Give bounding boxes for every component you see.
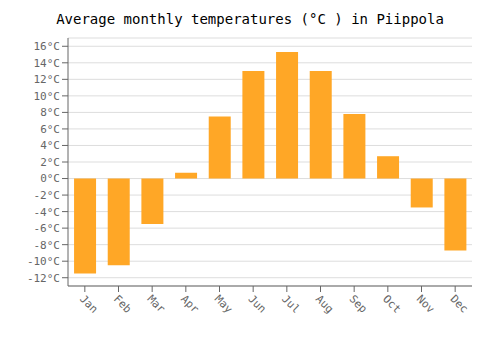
svg-text:May: May xyxy=(212,292,236,316)
svg-text:6°C: 6°C xyxy=(40,123,60,136)
svg-text:-2°C: -2°C xyxy=(34,189,61,202)
svg-text:Oct: Oct xyxy=(380,292,403,315)
svg-text:12°C: 12°C xyxy=(34,73,61,86)
svg-text:-8°C: -8°C xyxy=(34,239,61,252)
html-text:Average monthly temperatures (: Average monthly temperatures (°C ) in Pi… xyxy=(56,11,444,27)
svg-text:Mar: Mar xyxy=(145,292,169,316)
svg-text:Aug: Aug xyxy=(313,292,336,315)
svg-text:-10°C: -10°C xyxy=(27,255,60,268)
svg-text:8°C: 8°C xyxy=(40,106,60,119)
svg-text:Apr: Apr xyxy=(178,292,202,316)
svg-text:Sep: Sep xyxy=(347,292,370,315)
svg-text:-12°C: -12°C xyxy=(27,272,60,285)
svg-text:Nov: Nov xyxy=(414,292,438,316)
svg-text:4°C: 4°C xyxy=(40,139,60,152)
svg-text:Feb: Feb xyxy=(111,292,134,315)
svg-text:Jul: Jul xyxy=(279,292,302,315)
svg-text:Jun: Jun xyxy=(246,292,269,315)
svg-text:2°C: 2°C xyxy=(40,156,60,169)
svg-text:0°C: 0°C xyxy=(40,172,60,185)
svg-text:Dec: Dec xyxy=(448,292,471,315)
svg-text:14°C: 14°C xyxy=(34,57,61,70)
svg-text:16°C: 16°C xyxy=(34,40,61,53)
svg-text:10°C: 10°C xyxy=(34,90,61,103)
svg-text:Jan: Jan xyxy=(77,292,100,315)
svg-text:-4°C: -4°C xyxy=(34,206,61,219)
svg-text:-6°C: -6°C xyxy=(34,222,61,235)
